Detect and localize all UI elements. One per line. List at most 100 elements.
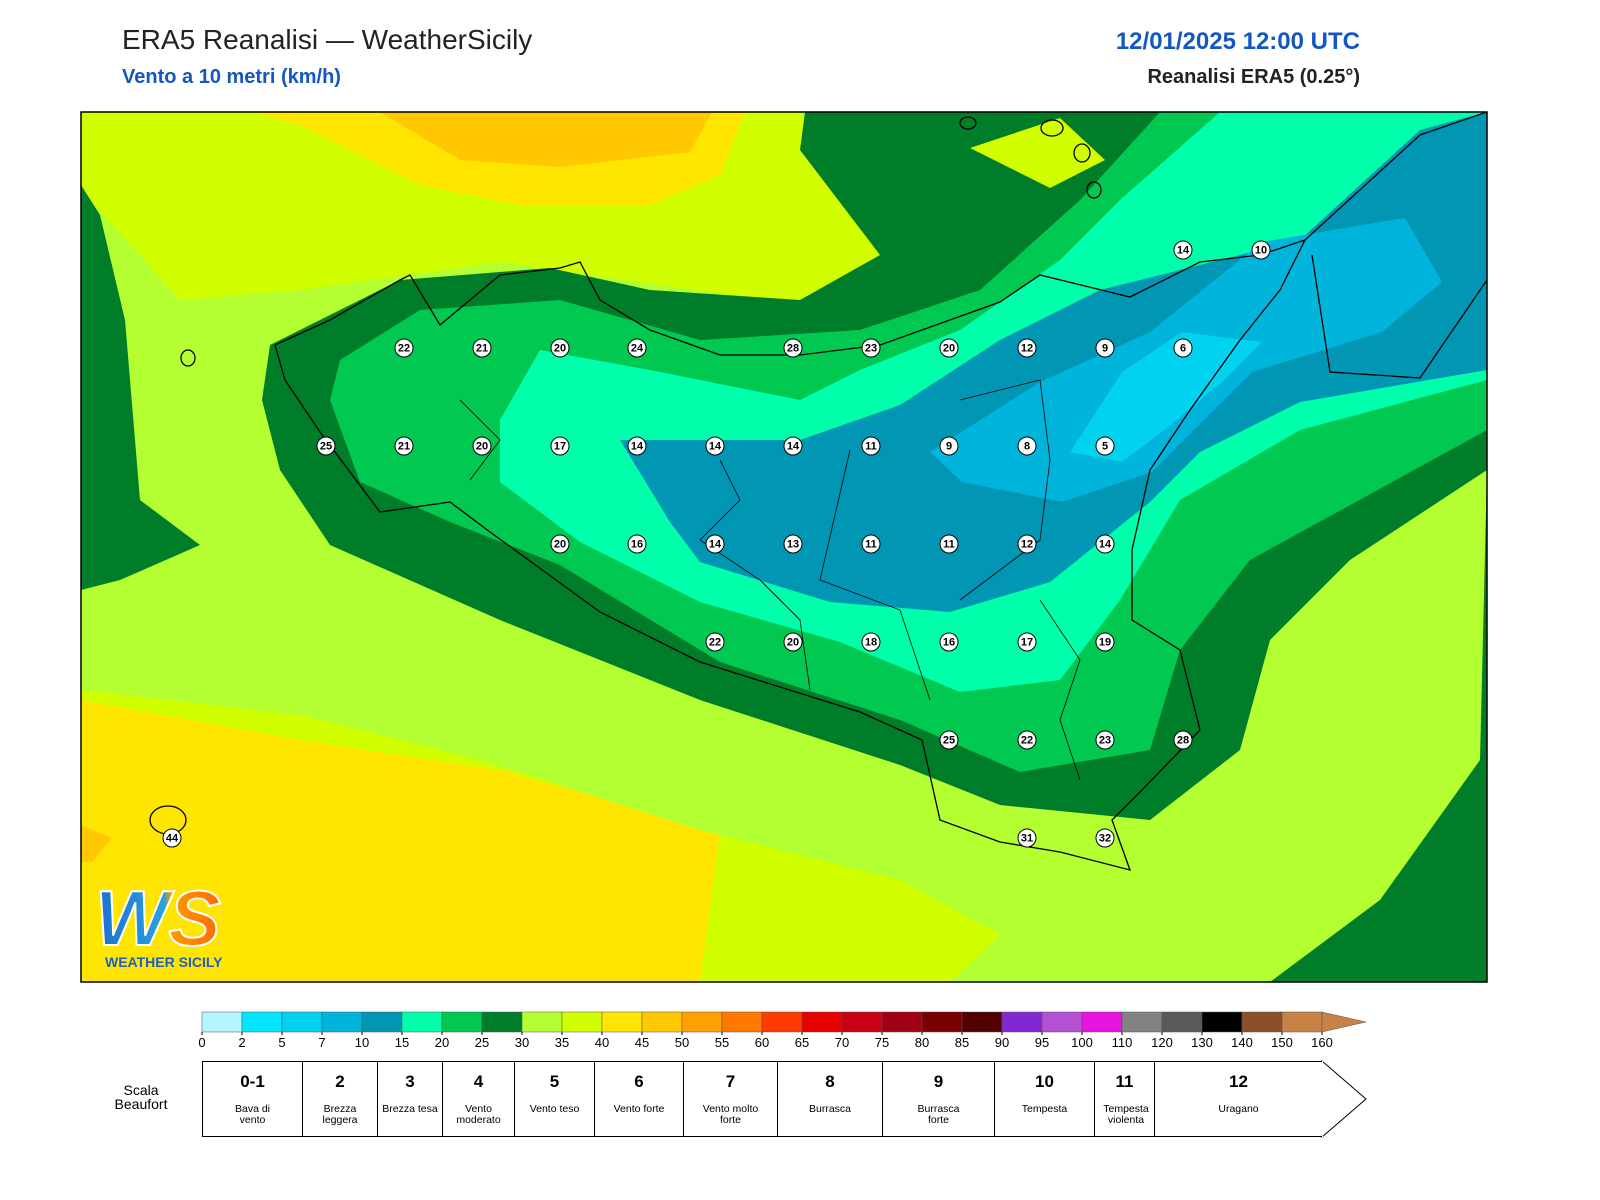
station-value: 20 [476,441,488,453]
beaufort-force: 11 [1115,1072,1134,1091]
colorbar-tick-label: 100 [1071,1035,1093,1050]
colorbar-tick-label: 5 [278,1035,285,1050]
wind-field: 14 10 22 21 20 24 28 23 20 12 9 6 25 21 20 17 14 14 14 11 9 8… [81,112,1487,982]
colorbar-tick-label: 65 [795,1035,809,1050]
station-value: 17 [1021,637,1033,649]
colorbar-segment [761,1011,803,1033]
beaufort-label: Tempesta [1021,1103,1068,1115]
colorbar-tick-label: 10 [355,1035,369,1050]
colorbar-tick-label: 45 [635,1035,649,1050]
station-marker [1017,730,1037,750]
station-value: 32 [1099,833,1111,845]
station-marker [550,534,570,554]
station-value: 8 [1024,441,1030,453]
beaufort-label: Tempesta violenta [1103,1103,1149,1126]
beaufort-force: 9 [933,1072,944,1091]
beaufort-level: 12 Uragano [1154,1061,1322,1137]
station-marker [783,534,803,554]
station-value: 13 [787,539,799,551]
colorbar-tick-label: 0 [198,1035,205,1050]
colorbar-tick-label: 140 [1231,1035,1253,1050]
station-marker [705,436,725,456]
station-value: 12 [1021,539,1033,551]
station-marker [939,436,959,456]
island [1040,119,1064,137]
logo: WS WEATHER SICILY [94,873,223,970]
beaufort-force: 4 [473,1072,484,1091]
station-marker [1017,534,1037,554]
colorbar-segment [1241,1011,1283,1033]
beaufort-label: Burrasca forte [917,1103,960,1126]
station-marker [162,828,182,848]
beaufort-force: 3 [405,1072,415,1091]
station-value: 14 [1099,539,1112,551]
beaufort-label: Burrasca [808,1103,851,1115]
colorbar-segment [1281,1011,1323,1033]
colorbar-segment [441,1011,483,1033]
colorbar-tick-label: 2 [238,1035,245,1050]
station-marker [1251,240,1271,260]
station-marker [861,534,881,554]
station-value: 20 [554,539,566,551]
station-value: 11 [865,539,877,551]
wind-area [1070,332,1262,462]
station-value: 25 [320,441,332,453]
station-marker [472,338,492,358]
colorbar-tick-label: 20 [435,1035,449,1050]
wind-area [81,700,720,982]
sicily-coast [274,238,1307,871]
colorbar-segment [201,1011,243,1033]
station-value: 14 [631,441,644,453]
colorbar-segment [321,1011,363,1033]
station-value: 21 [398,441,410,453]
colorbar-segment [241,1011,283,1033]
colorbar-tick-label: 130 [1191,1035,1213,1050]
beaufort-arrow [1321,1059,1367,1139]
station-marker [939,534,959,554]
station-value: 20 [554,343,566,355]
station-value: 22 [709,637,721,649]
station-marker [1095,338,1115,358]
beaufort-level: 6 Vento forte [594,1061,683,1137]
station-marker [1017,338,1037,358]
colorbar-segment [481,1011,523,1033]
colorbar-tick-label: 120 [1151,1035,1173,1050]
station-value: 23 [865,343,877,355]
colorbar-tick-label: 160 [1311,1035,1333,1050]
station-marker [783,338,803,358]
colorbar-segment [961,1011,1003,1033]
station-marker [627,534,647,554]
beaufort-label: Brezza tesa [382,1103,438,1115]
colorbar-segment [521,1011,563,1033]
station-value: 5 [1102,441,1108,453]
colorbar-segment [1001,1011,1043,1033]
beaufort-force: 5 [549,1072,560,1091]
station-value: 14 [787,441,800,453]
beaufort-label: Vento forte [613,1103,665,1115]
station-value: 17 [554,441,566,453]
station-value: 10 [1255,245,1267,257]
beaufort-label: Vento teso [529,1103,580,1115]
logo-letters: WS [95,874,221,962]
beaufort-level: 2 Brezza leggera [302,1061,377,1137]
station-marker [394,338,414,358]
station-value: 21 [476,343,488,355]
colorbar-segment [1041,1011,1083,1033]
station-marker [1095,632,1115,652]
beaufort-level: 4 Vento moderato [442,1061,514,1137]
station-marker [705,534,725,554]
colorbar-tick-label: 150 [1271,1035,1293,1050]
colorbar-tick-label: 85 [955,1035,969,1050]
colorbar-tick-label: 70 [835,1035,849,1050]
station-value: 12 [1021,343,1033,355]
station-value: 22 [398,343,410,355]
source: Reanalisi ERA5 (0.25°) [1147,66,1360,88]
colorbar-tick-label: 80 [915,1035,929,1050]
station-value: 14 [1177,245,1190,257]
colorbar-segment [1201,1011,1243,1033]
station-marker [1095,436,1115,456]
station-value: 11 [865,441,877,453]
datetime: 12/01/2025 12:00 UTC [1115,28,1360,55]
station-marker [939,338,959,358]
